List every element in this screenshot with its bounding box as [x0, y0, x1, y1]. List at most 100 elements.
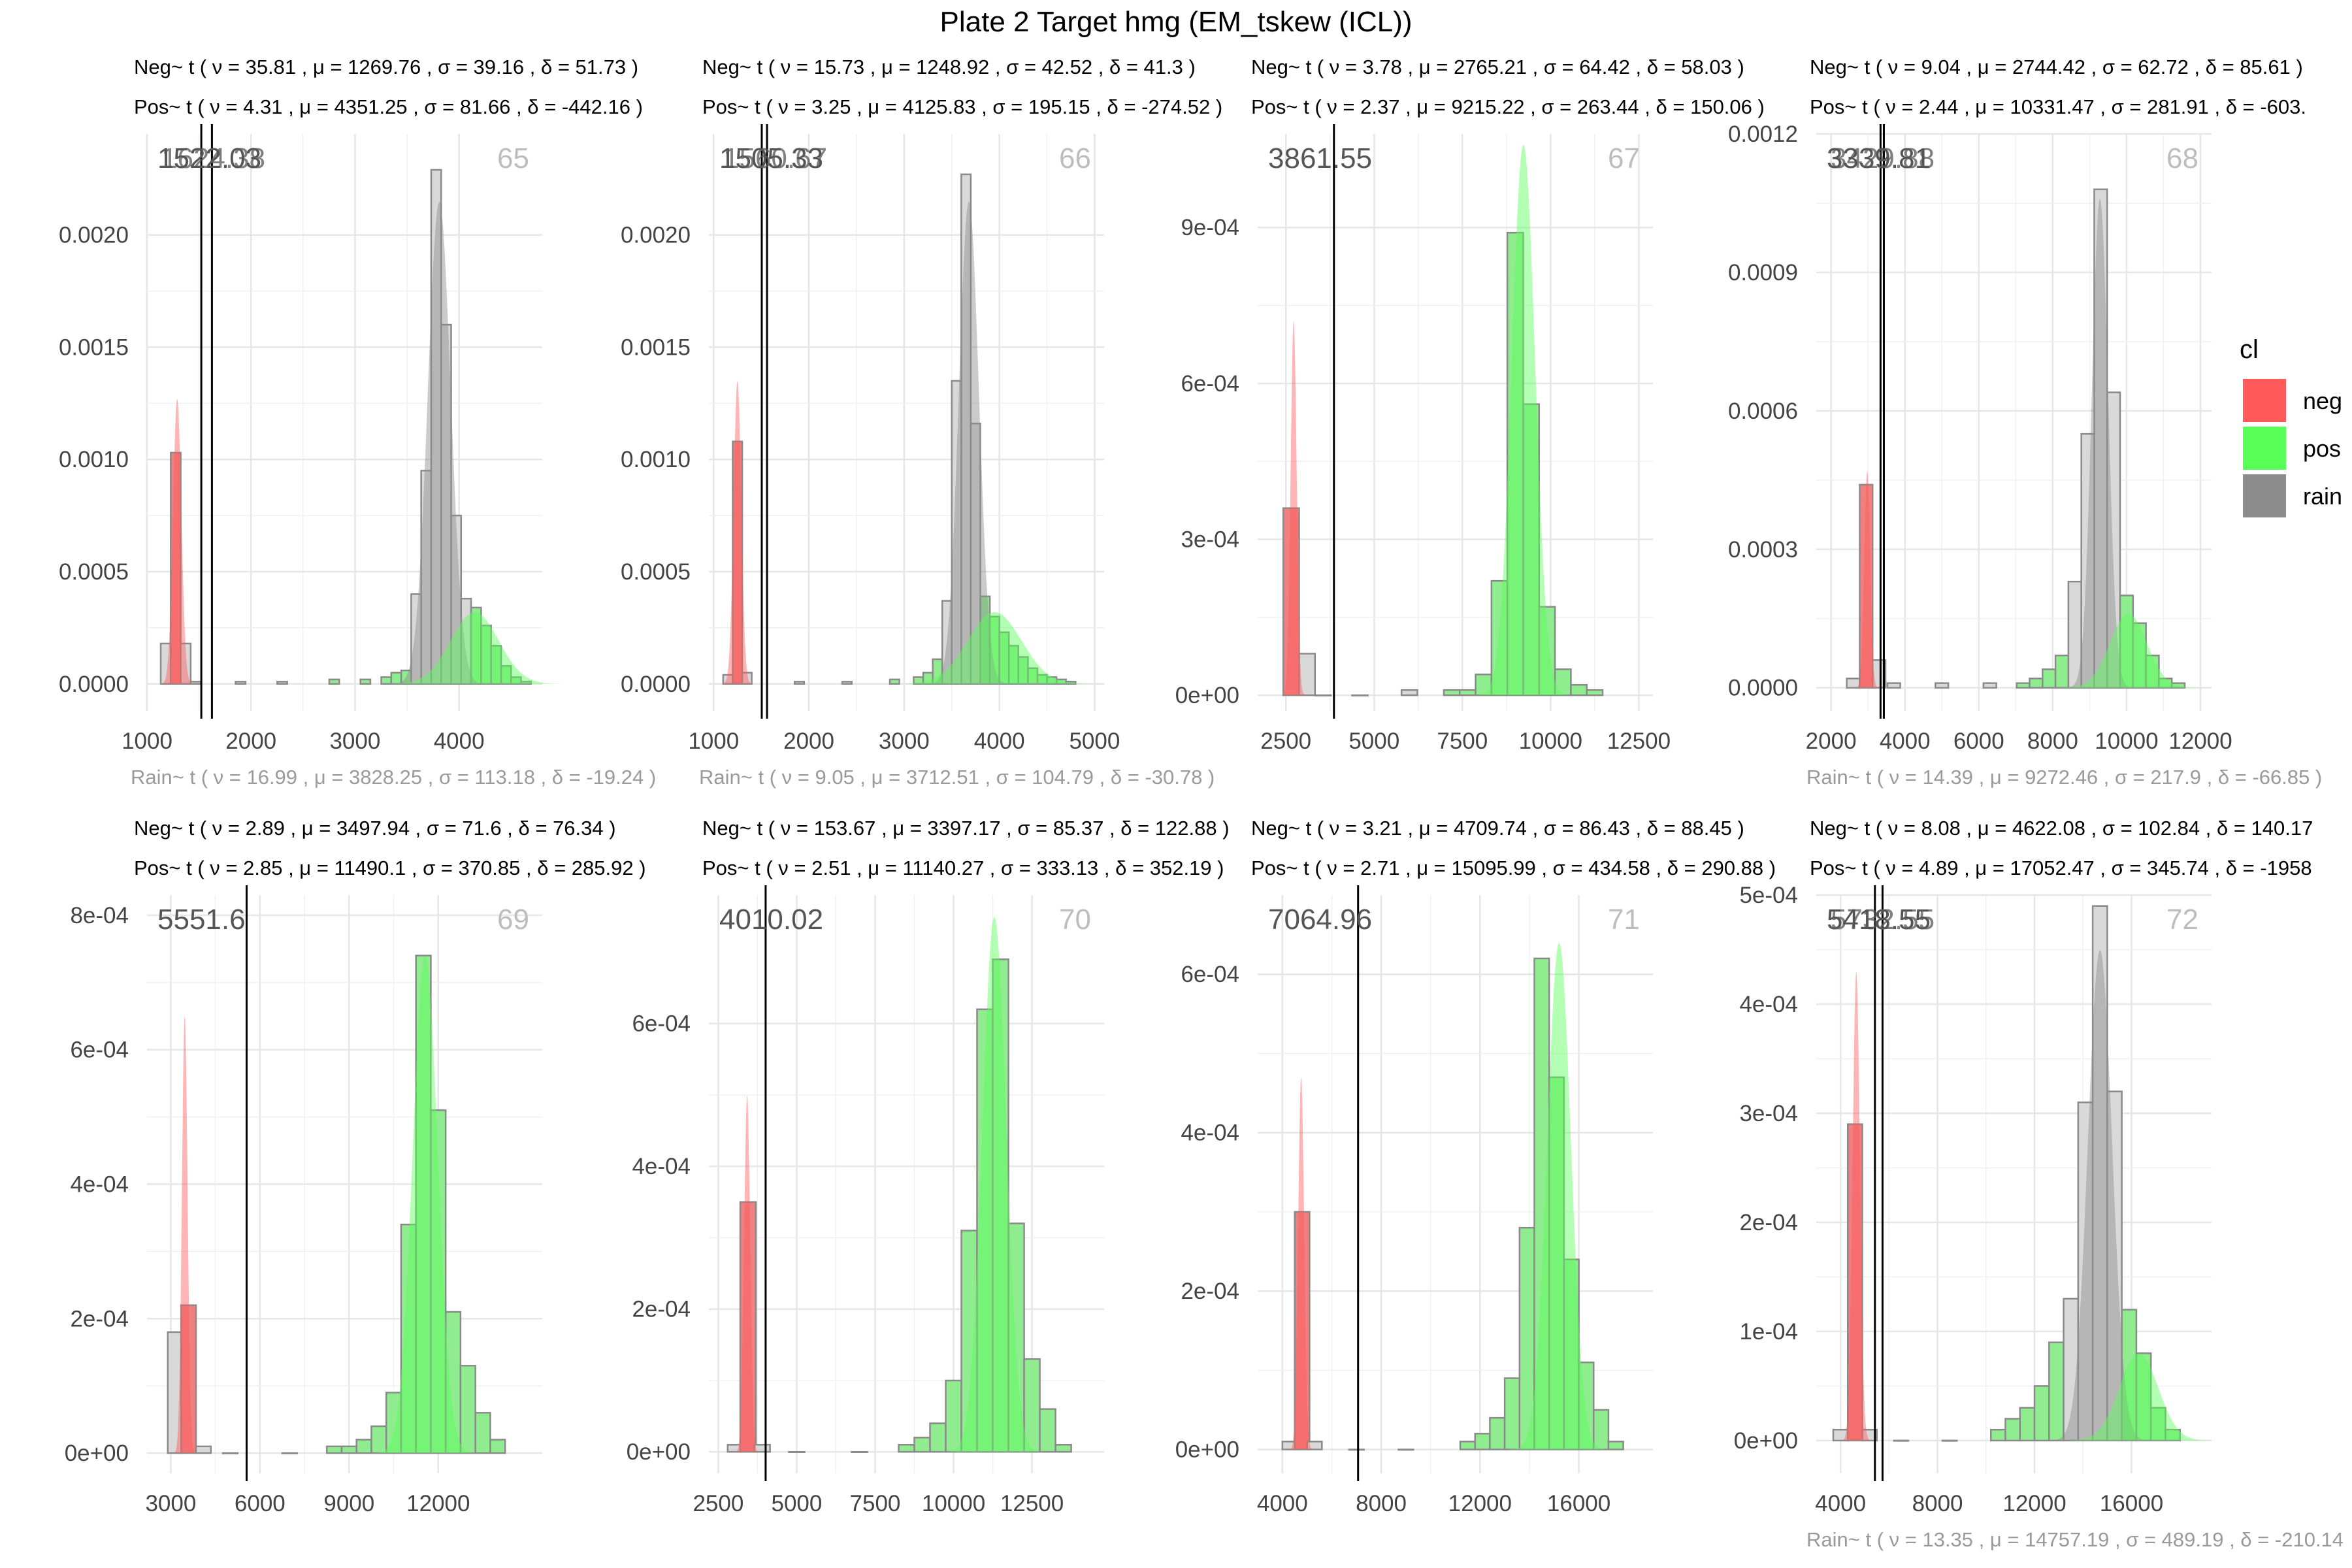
density-neg [1288, 1077, 1315, 1450]
x-tick-label: 4000 [1815, 1491, 1866, 1516]
rain-distribution-label: Rain~ t ( ν = 14.39 , μ = 9272.46 , σ = … [1806, 766, 2322, 789]
threshold-label: 3429.88 [1831, 142, 1935, 174]
threshold-label: 1560.67 [723, 142, 827, 174]
bar-pos [2016, 682, 2031, 689]
bar-pos [474, 1412, 491, 1454]
y-tick-label: 0.0015 [59, 335, 129, 360]
x-tick-label: 1000 [688, 728, 739, 754]
density-neg [158, 399, 196, 684]
x-tick-label: 3000 [145, 1491, 196, 1516]
bar-pos [459, 1365, 476, 1454]
x-tick-label: 3000 [329, 728, 380, 754]
bar-rain [1846, 678, 1861, 689]
bar-rain [1314, 694, 1332, 696]
bar-pos [1554, 668, 1572, 696]
y-tick-label: 0.0003 [1728, 537, 1798, 563]
y-tick-label: 2e-04 [1181, 1279, 1239, 1304]
y-tick-label: 0.0005 [621, 559, 691, 585]
bar-rain [2106, 391, 2121, 689]
pos-distribution-label: Pos~ t ( ν = 2.44 , μ = 10331.47 , σ = 2… [1810, 95, 2306, 118]
bar-rain [841, 681, 853, 685]
threshold-label: 3861.55 [1268, 142, 1372, 174]
rain-distribution-label: Rain~ t ( ν = 16.99 , μ = 3828.25 , σ = … [131, 766, 656, 789]
bar-neg [732, 440, 743, 685]
bar-pos [2164, 1428, 2181, 1442]
bar-pos [370, 1425, 387, 1454]
bar-pos [1054, 1444, 1072, 1453]
bar-pos [1522, 403, 1541, 696]
y-tick-label: 2e-04 [1739, 1210, 1798, 1235]
density-neg [734, 1094, 761, 1452]
bar-pos [490, 645, 502, 685]
x-tick-label: 12000 [406, 1491, 470, 1516]
bar-rain [970, 422, 981, 685]
panel-id-label: 68 [2166, 142, 2198, 174]
neg-distribution-label: Neg~ t ( ν = 35.81 , μ = 1269.76 , σ = 3… [134, 56, 638, 78]
bar-pos [1474, 1433, 1491, 1450]
y-tick-label: 0.0009 [1728, 260, 1798, 286]
legend-swatch-pos [2243, 427, 2286, 470]
bar-pos [2145, 654, 2160, 689]
bar-pos [2019, 1407, 2036, 1442]
y-tick-label: 0.0020 [621, 223, 691, 248]
bar-rain [1861, 1428, 1878, 1442]
bar-pos [1989, 1428, 2006, 1442]
bar-pos [1065, 681, 1077, 685]
bar-neg [170, 451, 182, 685]
bar-neg [180, 1304, 197, 1454]
y-tick-label: 8e-04 [70, 903, 129, 928]
x-tick-label: 2500 [693, 1491, 743, 1516]
bar-pos [1039, 1408, 1056, 1453]
bar-pos [1570, 683, 1588, 696]
x-tick-label: 12000 [2002, 1491, 2066, 1516]
pos-distribution-label: Pos~ t ( ν = 2.37 , μ = 9215.22 , σ = 26… [1251, 95, 1765, 118]
bar-pos [328, 678, 340, 685]
legend-swatch-neg [2243, 379, 2286, 422]
bar-pos [929, 1422, 947, 1453]
bar-rain [1306, 1441, 1323, 1450]
x-tick-label: 2000 [783, 728, 834, 754]
legend-label-rain: rain [2303, 483, 2342, 510]
neg-distribution-label: Neg~ t ( ν = 3.21 , μ = 4709.74 , σ = 86… [1251, 817, 1744, 840]
legend-title: cl [2240, 335, 2259, 364]
density-neg [1854, 470, 1881, 688]
bar-pos [898, 1444, 915, 1453]
density-pos [2045, 613, 2212, 688]
panel-id-label: 67 [1608, 142, 1640, 174]
x-tick-label: 10000 [1519, 728, 1582, 754]
panel-id-label: 69 [497, 904, 529, 936]
x-tick-label: 8000 [1356, 1491, 1407, 1516]
bar-rain [2106, 1090, 2123, 1442]
bar-rain [753, 1444, 771, 1453]
bar-rain [440, 323, 452, 685]
bar-pos [1007, 1222, 1025, 1453]
bar-pos [1586, 689, 1604, 696]
legend-swatch-rain [2243, 474, 2286, 517]
neg-distribution-label: Neg~ t ( ν = 2.89 , μ = 3497.94 , σ = 71… [134, 817, 616, 840]
bar-pos [2029, 678, 2044, 689]
bar-pos [390, 672, 402, 685]
y-tick-label: 0.0006 [1728, 399, 1798, 424]
x-tick-label: 3000 [879, 728, 930, 754]
bar-neg [1282, 507, 1300, 696]
bar-rain [793, 681, 806, 685]
x-tick-label: 2500 [1260, 728, 1311, 754]
x-tick-label: 12500 [1607, 728, 1671, 754]
x-tick-label: 5000 [1348, 728, 1399, 754]
bar-pos [430, 1109, 447, 1454]
y-tick-label: 0e+00 [627, 1439, 691, 1465]
x-tick-label: 12500 [1000, 1491, 1064, 1516]
legend-label-pos: pos [2303, 435, 2341, 462]
pos-distribution-label: Pos~ t ( ν = 2.85 , μ = 11490.1 , σ = 37… [134, 857, 646, 879]
threshold-label: 5551.6 [157, 904, 246, 936]
x-tick-label: 9000 [323, 1491, 374, 1516]
bar-rain [276, 681, 288, 685]
y-tick-label: 1e-04 [1739, 1319, 1798, 1345]
panel-71: 7064.96 71 4000 8000 12000 16000 0e+00 2e-04 4e-… [1175, 817, 1776, 1516]
y-tick-label: 0e+00 [1734, 1428, 1798, 1454]
y-tick-label: 0e+00 [1175, 1437, 1239, 1463]
y-tick-label: 0e+00 [1175, 683, 1239, 708]
x-tick-label: 2000 [1806, 728, 1857, 754]
